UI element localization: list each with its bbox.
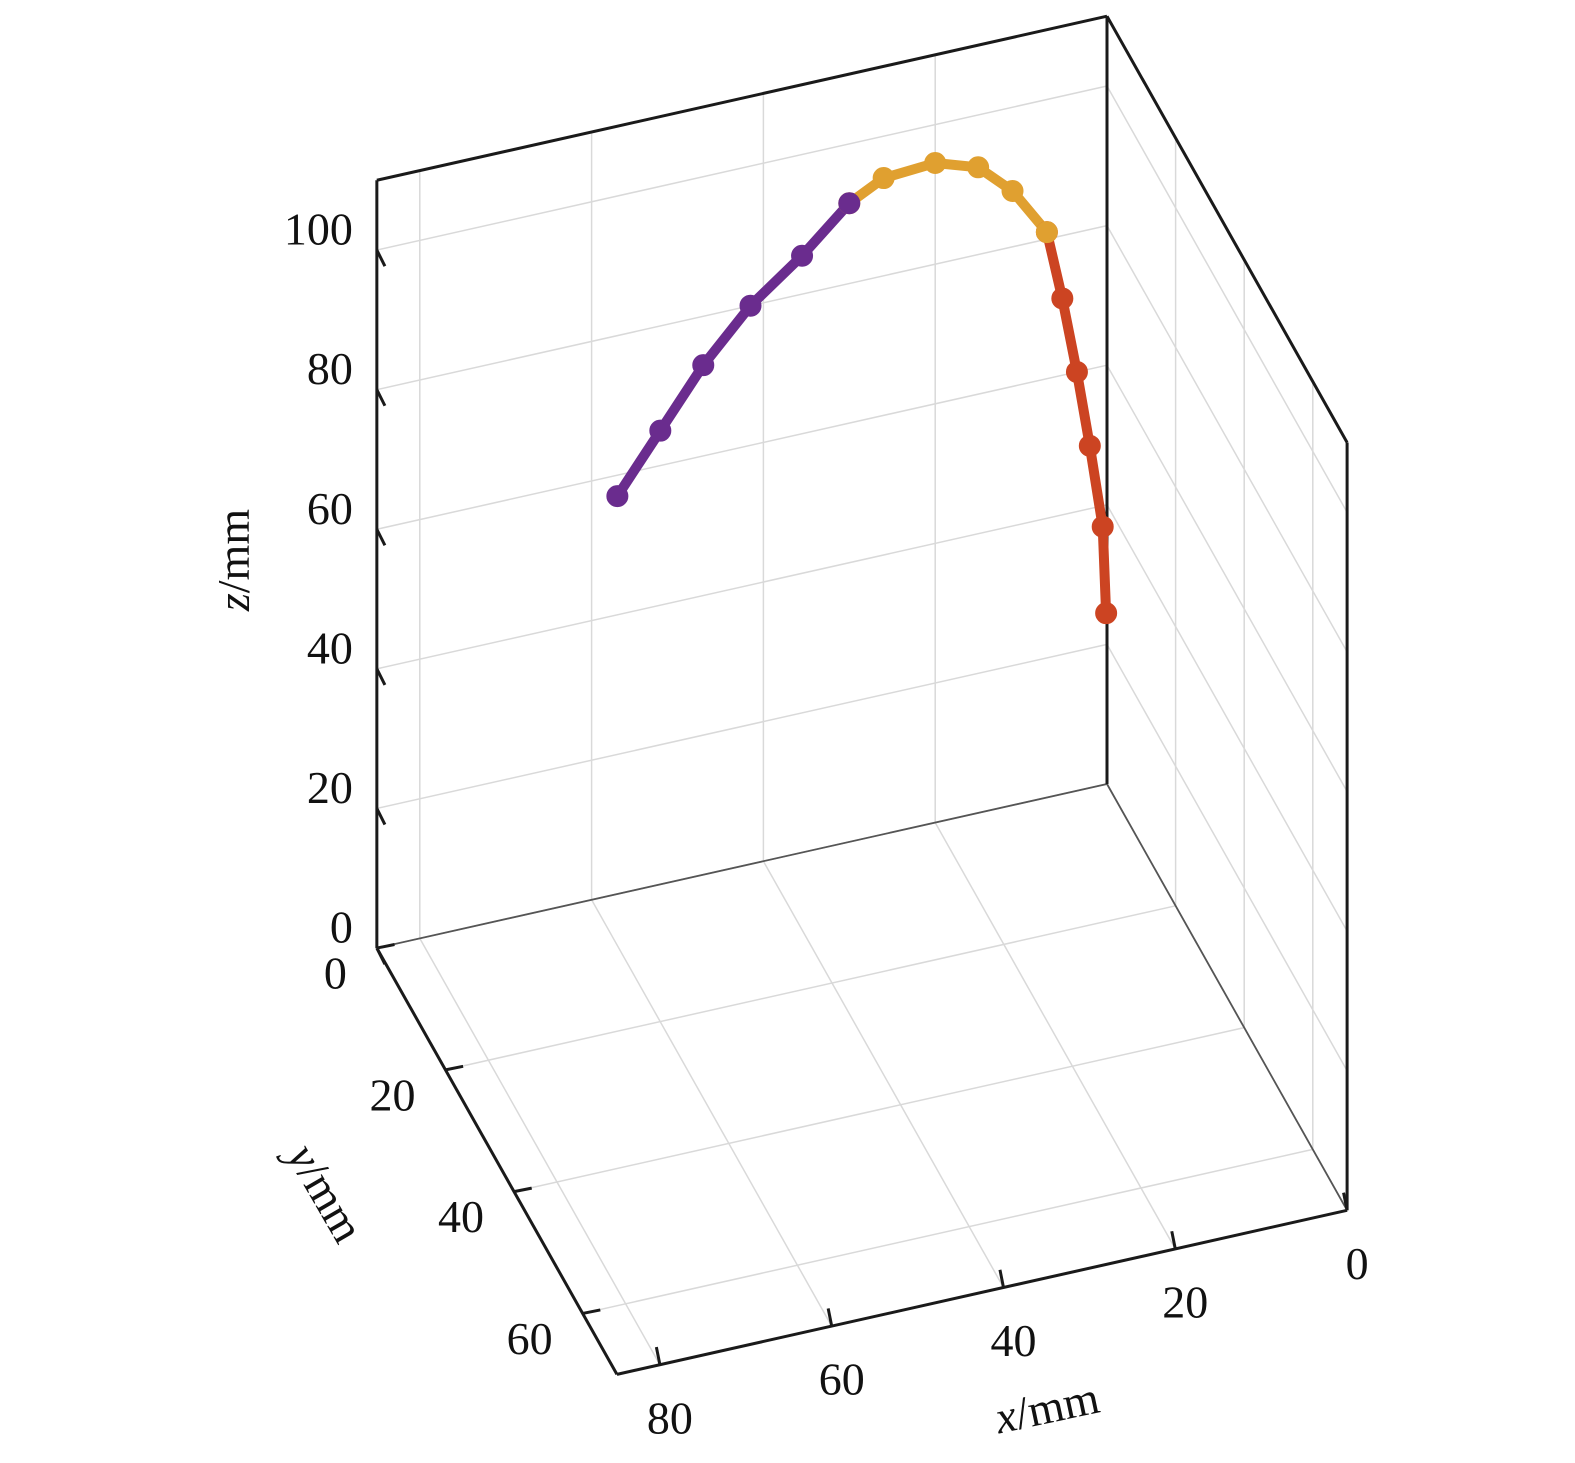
tick-labels: 0 20 40 60 80 100 0 20 40 60 0 20 40 60 80 (284, 204, 1369, 1444)
series-point (1095, 602, 1118, 625)
grid-line (376, 85, 1108, 251)
x-axis-line (375, 947, 619, 1376)
grid-line (445, 905, 1176, 1071)
y-tick-label: 20 (369, 1069, 415, 1120)
x-tick-label: 80 (647, 1392, 693, 1443)
series-point (739, 294, 762, 317)
z-tick (375, 249, 387, 267)
x-tick (1170, 1230, 1177, 1250)
y-tick-label: 0 (324, 948, 347, 999)
series-point (838, 192, 861, 215)
grid-line (376, 364, 1108, 530)
y-tick (376, 943, 395, 950)
series-point (872, 167, 895, 190)
series-point (692, 354, 715, 377)
y-axis-label: y/mm (276, 1131, 375, 1251)
x-tick (826, 1308, 834, 1327)
grid-line (934, 822, 1176, 1250)
grid-line (1106, 225, 1348, 653)
z-axis-label: z/mm (208, 509, 259, 612)
x-axis-label: x/mm (989, 1371, 1103, 1443)
z-tick (375, 668, 387, 686)
x-tick-label: 0 (1346, 1238, 1369, 1289)
grid-line (1106, 504, 1348, 932)
series-layer (606, 151, 1118, 625)
x-tick (998, 1269, 1005, 1288)
series-point (649, 419, 672, 442)
floor-edge (376, 783, 1108, 949)
series-line (1041, 227, 1112, 619)
grid-line (419, 938, 661, 1366)
series-point (1035, 221, 1058, 244)
series-point (1065, 360, 1088, 383)
grid-layer (376, 16, 1348, 1366)
grid-line (1106, 644, 1348, 1072)
series-point (924, 151, 947, 174)
z-tick-label: 0 (330, 902, 353, 953)
z-tick-label: 100 (284, 204, 353, 255)
grid-line (762, 860, 1005, 1288)
y-tick (445, 1064, 464, 1072)
y-tick (513, 1186, 532, 1194)
x-tick-label: 60 (819, 1354, 865, 1405)
axes-box (375, 14, 1349, 1376)
y-axis-line (616, 1208, 1348, 1376)
series-point (1001, 179, 1024, 202)
y-tick (582, 1308, 601, 1315)
grid-line (590, 899, 833, 1327)
series-line (612, 198, 855, 502)
x-tick (1342, 1192, 1349, 1211)
tick-marks (375, 249, 1349, 1365)
grid-line (376, 643, 1108, 810)
z-tick-label: 40 (307, 622, 353, 673)
z-tick (375, 807, 387, 826)
grid-line (1106, 85, 1348, 513)
box-edge (376, 14, 1108, 182)
series-point (967, 156, 990, 179)
grid-line (376, 504, 1108, 670)
z-tick-label: 60 (307, 483, 353, 534)
y-tick-label: 40 (438, 1191, 484, 1242)
x-tick-label: 20 (1162, 1276, 1208, 1327)
x-tick (654, 1346, 662, 1365)
x-tick-label: 40 (991, 1315, 1037, 1366)
z-tick-label: 80 (307, 343, 353, 394)
box-edge (1105, 15, 1349, 444)
series-point (1091, 515, 1114, 538)
series-point (1078, 434, 1101, 457)
grid-line (582, 1148, 1313, 1315)
series-point (791, 244, 814, 267)
grid-line (1106, 364, 1348, 792)
series-point (606, 485, 629, 508)
z-tick (375, 528, 387, 547)
grid-line (513, 1026, 1245, 1193)
z-tick (375, 388, 387, 407)
series-point (1051, 287, 1074, 310)
z-tick (375, 947, 387, 965)
y-tick-label: 60 (507, 1313, 553, 1364)
floor-edge (1106, 783, 1348, 1211)
z-tick-label: 20 (307, 762, 353, 813)
